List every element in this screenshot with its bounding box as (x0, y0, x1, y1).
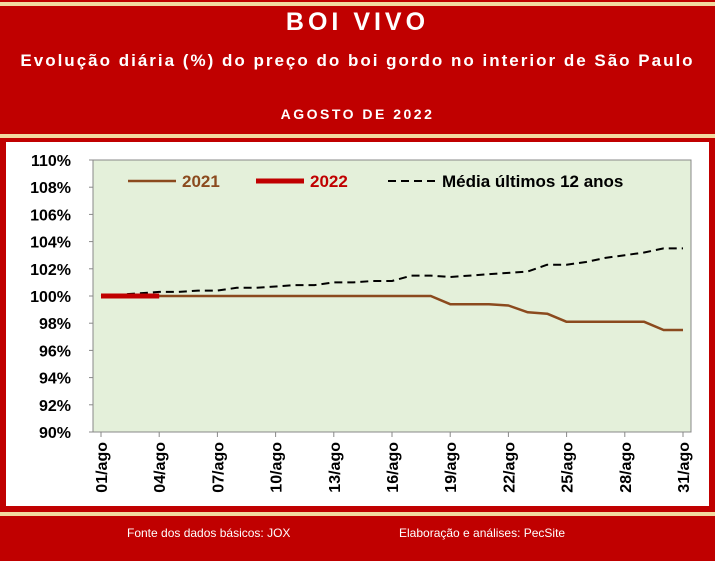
series-line-0 (101, 294, 683, 332)
x-tick-label: 31/ago (676, 442, 693, 493)
y-tick-label: 104% (30, 235, 71, 252)
y-tick-label: 90% (39, 425, 71, 442)
x-tick-label: 07/ago (210, 442, 227, 493)
x-tick-label: 28/ago (618, 442, 635, 493)
x-tick-label: 25/ago (560, 442, 577, 493)
y-tick-label: 106% (30, 207, 71, 224)
x-axis: 01/ago 04/ago 07/ago 10/ago 13/ago 16/ago 19/a… (94, 432, 693, 493)
x-tick-label: 19/ago (443, 442, 460, 493)
chart-period: AGOSTO DE 2022 (280, 106, 435, 122)
y-tick-label: 100% (30, 289, 71, 306)
y-tick-label: 92% (39, 398, 71, 415)
page-title: BOI VIVO (285, 8, 430, 36)
x-tick-label: 16/ago (385, 442, 402, 493)
credit-note: Elaboração e análises: PecSite (399, 526, 566, 540)
legend-label: 2021 (182, 172, 220, 191)
y-tick-label: 108% (30, 180, 71, 197)
y-tick-label: 102% (30, 262, 71, 279)
series-line-2 (100, 247, 683, 297)
y-tick-label: 98% (39, 316, 71, 333)
y-tick-label: 96% (39, 343, 71, 360)
y-tick-label: 110% (31, 153, 71, 170)
x-tick-label: 13/ago (327, 442, 344, 493)
x-tick-label: 01/ago (94, 442, 111, 493)
footer-stripe (0, 512, 715, 516)
x-tick-label: 10/ago (269, 442, 286, 493)
y-axis: 110% 108% 106% 104% 102% 100% 98% 96% 94% 92% 90% (30, 153, 93, 442)
top-stripe (0, 2, 715, 6)
series-lines (100, 247, 683, 332)
header-stripe (0, 134, 715, 138)
source-note: Fonte dos dados básicos: JOX (127, 526, 291, 540)
legend-label: Média últimos 12 anos (442, 172, 623, 191)
y-tick-label: 94% (39, 371, 71, 388)
x-tick-label: 04/ago (152, 442, 169, 493)
legend-label: 2022 (310, 172, 348, 191)
line-chart: 110%108%106%104%102%100%98%96%94%92%90% … (6, 142, 709, 506)
x-tick-label: 22/ago (501, 442, 518, 493)
legend: 2021 2022 Média últimos 12 anos (128, 172, 623, 191)
chart-subtitle: Evolução diária (%) do preço do boi gord… (20, 51, 695, 70)
